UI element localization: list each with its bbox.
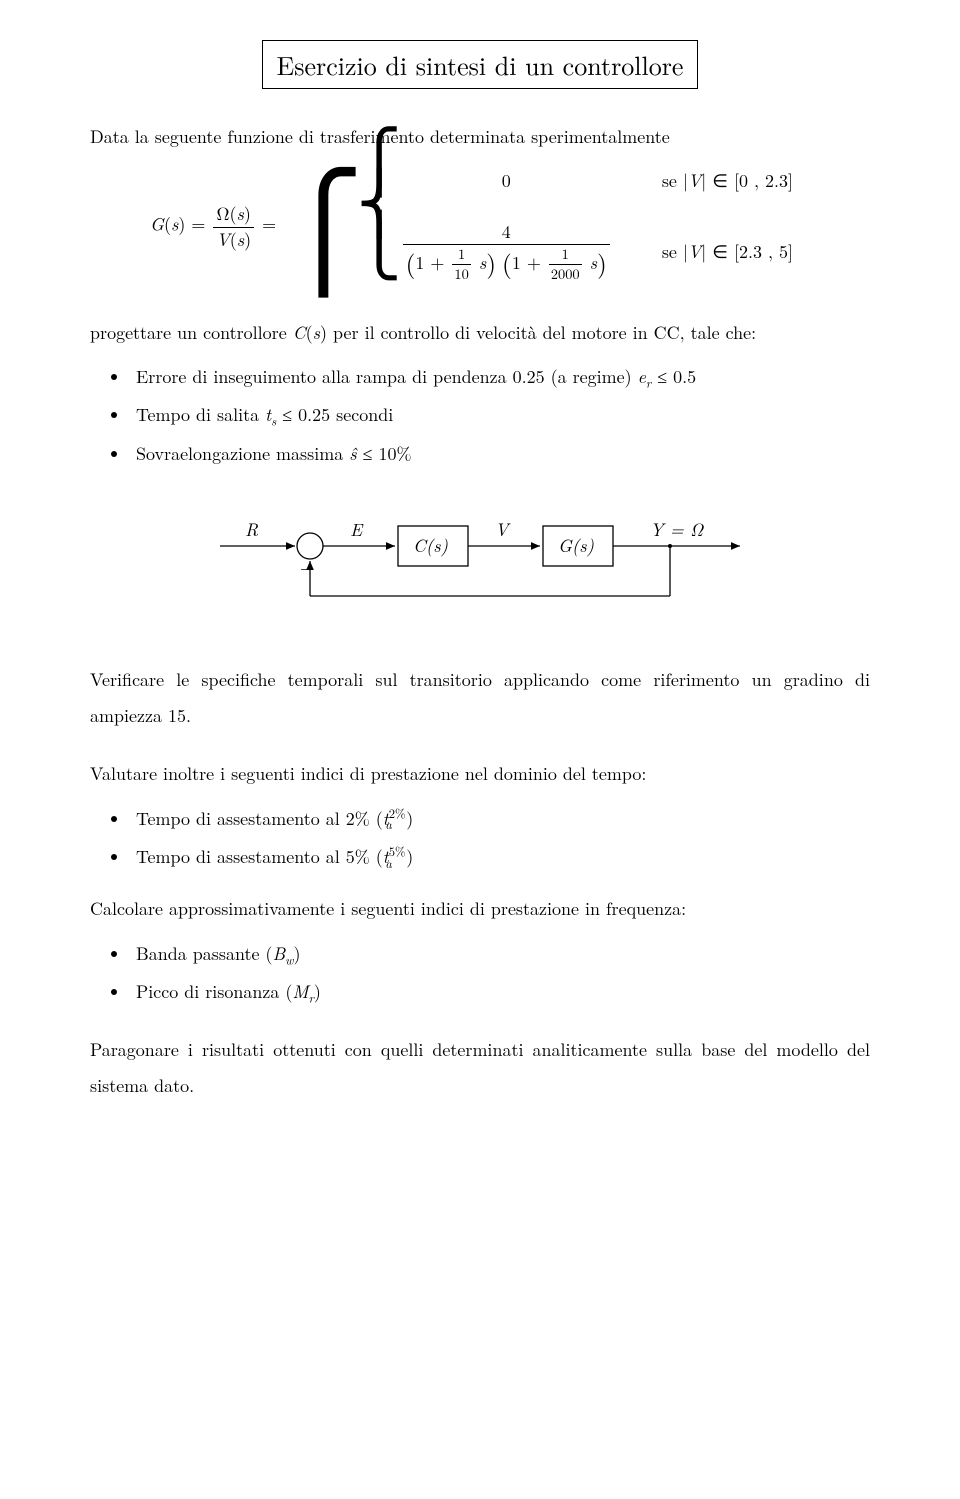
task-s: s [313, 320, 320, 345]
eq-case1-pre: se | [662, 168, 688, 193]
fi1-sub: w [285, 950, 293, 968]
eq-case2-pre: se | [662, 239, 688, 264]
spec1-e: e [638, 364, 646, 389]
ti1-a: Tempo di assestamento al 2% ( [136, 806, 383, 831]
fi1-B: B [272, 941, 285, 966]
eq-s1: s [171, 212, 178, 237]
spec-list: Errore di inseguimento alla rampa di pen… [90, 365, 870, 466]
eq-sn1: 1 [452, 245, 470, 264]
diagram-Cs: C(s) [413, 533, 448, 558]
fi2-a: Picco di risonanza ( [136, 979, 292, 1004]
spec3-a: Sovraelongazione massima [136, 441, 349, 466]
eq-case1-suf: | ∈ [0 , 2.3] [701, 168, 793, 193]
diagram-label-V: V [495, 517, 511, 542]
fi2-M: M [292, 979, 308, 1004]
spec2-b: ≤ 0.25 secondi [276, 402, 393, 427]
main-equation: G(s) = Ω(s) V(s) = ⎧ ⎧ ⎨ ⎩ 0 se |V| ∈ [0… [150, 169, 870, 284]
closing-text: Paragonare i risultati ottenuti con quel… [90, 1032, 870, 1104]
eq-case1-V: V [688, 168, 701, 193]
eq-s2: s [237, 201, 244, 226]
eq-case2-num: 4 [403, 220, 610, 244]
eq-sd2: 2000 [549, 264, 582, 284]
fi2-b: ) [314, 979, 321, 1004]
task-text-1: progettare un controllore [90, 320, 293, 345]
intro-text: Data la seguente funzione di trasferimen… [90, 125, 870, 149]
ti2-a: Tempo di assestamento al 5% ( [136, 844, 383, 869]
eq-s3: s [237, 227, 244, 252]
diagram-minus: − [300, 555, 314, 580]
eq-case1-val: 0 [502, 168, 511, 193]
diagram-Gs: G(s) [558, 533, 594, 558]
time-index-2: Tempo di assestamento al 5% (t5%a) [130, 845, 870, 869]
eq-case2-V: V [688, 239, 701, 264]
pickoff-node-icon [668, 544, 672, 548]
eq-c1: 1 [415, 250, 424, 275]
eq-omega: Ω [217, 201, 230, 226]
ti1-b: ) [406, 806, 413, 831]
fi1-a: Banda passante ( [136, 941, 272, 966]
eq-ratio: Ω(s) V(s) [213, 202, 254, 252]
eq-G: G [150, 212, 164, 237]
eq-sn2: 1 [549, 245, 582, 264]
spec-item-3: Sovraelongazione massima ŝ ≤ 10% [130, 442, 870, 466]
time-index-1: Tempo di assestamento al 2% (t2%a) [130, 807, 870, 831]
spec3-shat: ŝ [349, 441, 356, 466]
ti2-sub: a [385, 854, 391, 872]
spec1-b: ≤ 0.5 [651, 364, 696, 389]
ti1-sub: a [385, 815, 391, 833]
task-intro: progettare un controllore C(s) per il co… [90, 321, 870, 345]
verify-text: Verificare le specifiche temporali sul t… [90, 662, 870, 734]
ti2-b: ) [406, 844, 413, 869]
eq-sv2: s [590, 250, 597, 275]
spec3-b: ≤ 10% [357, 441, 412, 466]
brace-bot: ⎩ [357, 201, 402, 282]
eq-case2-frac: 4 (1 + 110 s) (1 + 12000 s) [403, 220, 610, 285]
spec-item-1: Errore di inseguimento alla rampa di pen… [130, 365, 870, 389]
eq-case2-suf: | ∈ [2.3 , 5] [701, 239, 793, 264]
page-title: Esercizio di sintesi di un controllore [262, 40, 699, 89]
diagram-label-Y: Y = Ω [650, 517, 704, 542]
time-indices-list: Tempo di assestamento al 2% (t2%a) Tempo… [90, 807, 870, 870]
diagram-label-R: R [245, 517, 259, 542]
freq-intro: Calcolare approssimativamente i seguenti… [90, 897, 870, 921]
left-brace-icon: ⎧ [282, 168, 365, 278]
evaluate-intro: Valutare inoltre i seguenti indici di pr… [90, 762, 870, 786]
diagram-label-E: E [350, 517, 364, 542]
spec1-a: Errore di inseguimento alla rampa di pen… [136, 364, 638, 389]
fi1-b: ) [294, 941, 301, 966]
block-diagram: R − E C(s) V G(s) Y = Ω [90, 496, 870, 622]
freq-index-1: Banda passante (Bw) [130, 942, 870, 966]
freq-index-2: Picco di risonanza (Mr) [130, 980, 870, 1004]
freq-indices-list: Banda passante (Bw) Picco di risonanza (… [90, 942, 870, 1005]
eq-c2: 1 [512, 250, 521, 275]
spec2-a: Tempo di salita [136, 402, 265, 427]
task-C: C [293, 320, 306, 345]
eq-V: V [216, 227, 229, 252]
task-text-2: per il controllo di velocità del motore … [327, 320, 756, 345]
eq-sd1: 10 [452, 264, 470, 284]
spec-item-2: Tempo di salita ts ≤ 0.25 secondi [130, 403, 870, 427]
